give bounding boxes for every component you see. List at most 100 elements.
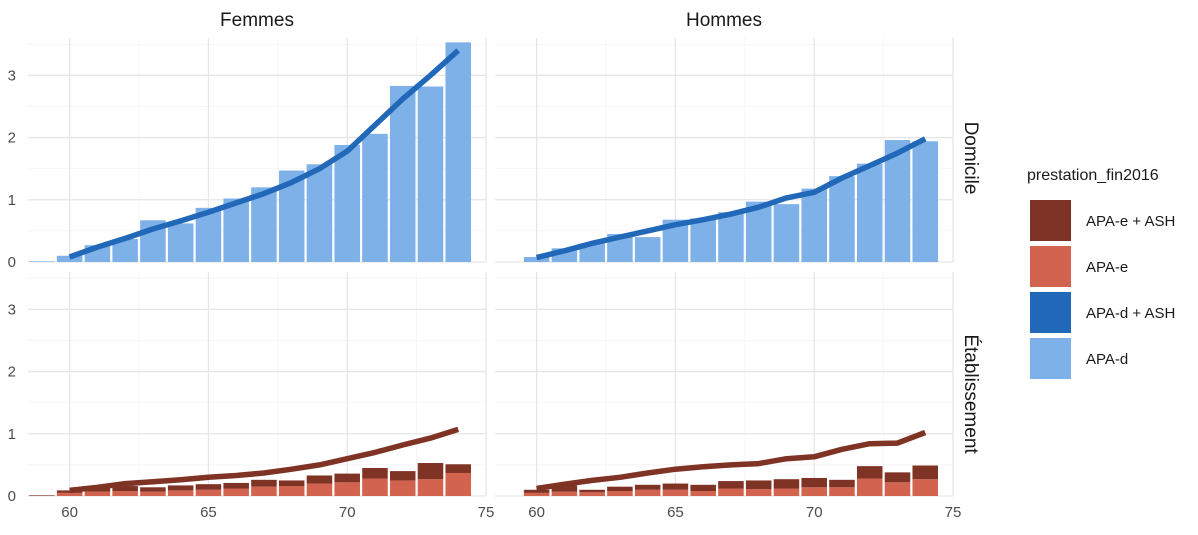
bar-femmes-etablissement-apa-e-63: [140, 491, 166, 496]
row-strip-label-domicile: Domicile: [960, 122, 981, 195]
bar-femmes-etablissement-apa-e-ash-69: [306, 475, 333, 484]
y-tick-label-domicile-2: 2: [8, 130, 16, 147]
bar-femmes-etablissement-apa-e-73: [417, 479, 444, 496]
bar-femmes-etablissement-apa-e-ash-59: [29, 495, 55, 496]
bar-femmes-etablissement-apa-e-62: [112, 491, 138, 496]
bar-femmes-etablissement-apa-e-70: [334, 482, 360, 496]
bar-hommes-etablissement-apa-e-68: [745, 489, 772, 496]
bar-femmes-domicile-apa-d-71: [362, 133, 388, 262]
bar-hommes-etablissement-apa-e-63: [607, 491, 633, 496]
bar-femmes-domicile-apa-d-73: [417, 86, 444, 263]
bar-femmes-etablissement-apa-e-74: [445, 472, 472, 496]
bar-hommes-etablissement-apa-e-ash-66: [690, 484, 716, 492]
bar-femmes-etablissement-apa-e-60: [56, 492, 83, 496]
x-tick-label-femmes-75: 75: [478, 504, 495, 521]
bar-femmes-etablissement-apa-e-ash-64: [167, 485, 194, 491]
bar-femmes-etablissement-apa-e-65: [195, 489, 222, 496]
bar-hommes-domicile-apa-d-62: [579, 243, 605, 262]
x-tick-label-femmes-60: 60: [61, 504, 78, 521]
bar-femmes-etablissement-apa-e-67: [251, 486, 277, 496]
trend-line-hommes-etablissement: [536, 429, 927, 492]
legend-swatch-apa-d-ash: [1030, 292, 1071, 333]
bar-hommes-etablissement-apa-e-ash-62: [579, 489, 605, 493]
bar-hommes-etablissement-apa-e-ash-63: [607, 486, 633, 492]
legend: prestation_fin2016 APA-e + ASH APA-e APA…: [1027, 167, 1175, 379]
bar-hommes-domicile-apa-d-69: [773, 204, 800, 262]
bar-femmes-etablissement-apa-e-72: [389, 480, 416, 496]
bar-hommes-domicile-apa-d-70: [801, 188, 827, 262]
col-strip-label-hommes: Hommes: [686, 10, 762, 31]
bar-hommes-etablissement-apa-e-ash-67: [718, 481, 744, 489]
bar-hommes-etablissement-apa-e-ash-69: [773, 479, 800, 489]
bar-femmes-etablissement-apa-e-66: [223, 488, 249, 496]
bar-femmes-domicile-apa-d-72: [389, 85, 416, 263]
bar-hommes-etablissement-apa-e-62: [579, 492, 605, 496]
legend-label-apa-e: APA-e: [1086, 259, 1128, 276]
bar-hommes-etablissement-apa-e-ash-65: [662, 483, 689, 490]
bar-hommes-domicile-apa-d-67: [718, 212, 744, 262]
bar-femmes-etablissement-apa-e-ash-63: [140, 487, 166, 492]
y-tick-label-domicile-1: 1: [8, 192, 16, 209]
bar-femmes-etablissement-apa-e-ash-65: [195, 484, 222, 490]
y-tick-label-domicile-3: 3: [8, 67, 16, 84]
bar-hommes-domicile-apa-d-64: [634, 237, 661, 262]
bar-hommes-etablissement-apa-e-ash-70: [801, 477, 827, 488]
bar-hommes-etablissement-apa-e-ash-72: [856, 466, 883, 479]
trend-line-femmes-domicile: [68, 48, 461, 260]
bar-femmes-domicile-apa-d-62: [112, 238, 138, 262]
col-strip-label-femmes: Femmes: [220, 10, 294, 31]
trend-line-hommes-domicile: [535, 136, 927, 261]
bar-hommes-etablissement-apa-e-ash-71: [829, 479, 855, 488]
x-tick-label-hommes-75: 75: [945, 504, 962, 521]
trend-line-femmes-etablissement: [69, 426, 460, 494]
bar-femmes-domicile-apa-d-67: [251, 187, 277, 262]
x-tick-label-femmes-65: 65: [200, 504, 217, 521]
bar-hommes-domicile-apa-d-60: [523, 257, 550, 262]
bar-femmes-etablissement-apa-e-64: [167, 490, 194, 496]
bar-hommes-domicile-apa-d-72: [856, 163, 883, 262]
legend-swatch-apa-e: [1030, 246, 1071, 287]
bar-hommes-etablissement-apa-e-61: [551, 491, 578, 496]
legend-label-apa-d: APA-d: [1086, 351, 1128, 368]
bar-femmes-domicile-apa-d-74: [445, 42, 472, 262]
bar-femmes-domicile-apa-d-60: [56, 255, 83, 262]
y-tick-label-etablissement-1: 1: [8, 426, 16, 443]
bar-hommes-domicile-apa-d-74: [912, 141, 939, 262]
bar-hommes-etablissement-apa-e-70: [801, 487, 827, 496]
bar-hommes-etablissement-apa-e-ash-74: [912, 465, 939, 480]
bar-femmes-etablissement-apa-e-ash-67: [251, 479, 277, 487]
bar-femmes-etablissement-apa-e-ash-62: [112, 486, 138, 492]
bar-hommes-etablissement-apa-e-69: [773, 488, 800, 496]
legend-label-apa-e-ash: APA-e + ASH: [1086, 213, 1175, 230]
bar-hommes-etablissement-apa-e-ash-61: [551, 485, 578, 492]
bar-hommes-etablissement-apa-e-64: [634, 489, 661, 496]
x-tick-label-hommes-60: 60: [528, 504, 545, 521]
bar-femmes-etablissement-apa-e-61: [84, 491, 111, 496]
bar-femmes-etablissement-apa-e-ash-73: [417, 463, 444, 480]
bar-femmes-domicile-apa-d-64: [167, 223, 194, 262]
bar-hommes-domicile-apa-d-71: [829, 176, 855, 262]
bar-femmes-domicile-apa-d-69: [306, 164, 333, 262]
bar-femmes-etablissement-apa-e-ash-66: [223, 482, 249, 489]
bar-femmes-domicile-apa-d-59: [29, 261, 55, 262]
legend-swatch-apa-d: [1030, 338, 1071, 379]
bar-hommes-etablissement-apa-e-ash-73: [884, 472, 911, 483]
bar-hommes-etablissement-apa-e-ash-64: [634, 484, 661, 490]
bar-hommes-etablissement-apa-e-ash-68: [745, 480, 772, 490]
y-tick-label-etablissement-3: 3: [8, 301, 16, 318]
bar-femmes-etablissement-apa-e-ash-71: [362, 468, 388, 479]
bar-hommes-etablissement-apa-e-72: [856, 478, 883, 496]
bar-femmes-etablissement-apa-e-ash-68: [278, 480, 305, 487]
y-tick-label-domicile-0: 0: [8, 254, 16, 271]
bar-femmes-domicile-apa-d-66: [223, 198, 249, 262]
bar-femmes-etablissement-apa-e-ash-70: [334, 473, 360, 483]
bar-hommes-domicile-apa-d-66: [690, 218, 716, 262]
bar-femmes-etablissement-apa-e-ash-72: [389, 471, 416, 481]
bar-hommes-etablissement-apa-e-67: [718, 488, 744, 496]
bar-hommes-etablissement-apa-e-66: [690, 491, 716, 496]
row-strip-label-etablissement: Établissement: [960, 334, 981, 454]
bar-femmes-etablissement-apa-e-ash-74: [445, 464, 472, 473]
x-tick-label-hommes-70: 70: [806, 504, 823, 521]
bar-femmes-etablissement-apa-e-71: [362, 478, 388, 496]
legend-swatch-apa-e-ash: [1030, 200, 1071, 241]
